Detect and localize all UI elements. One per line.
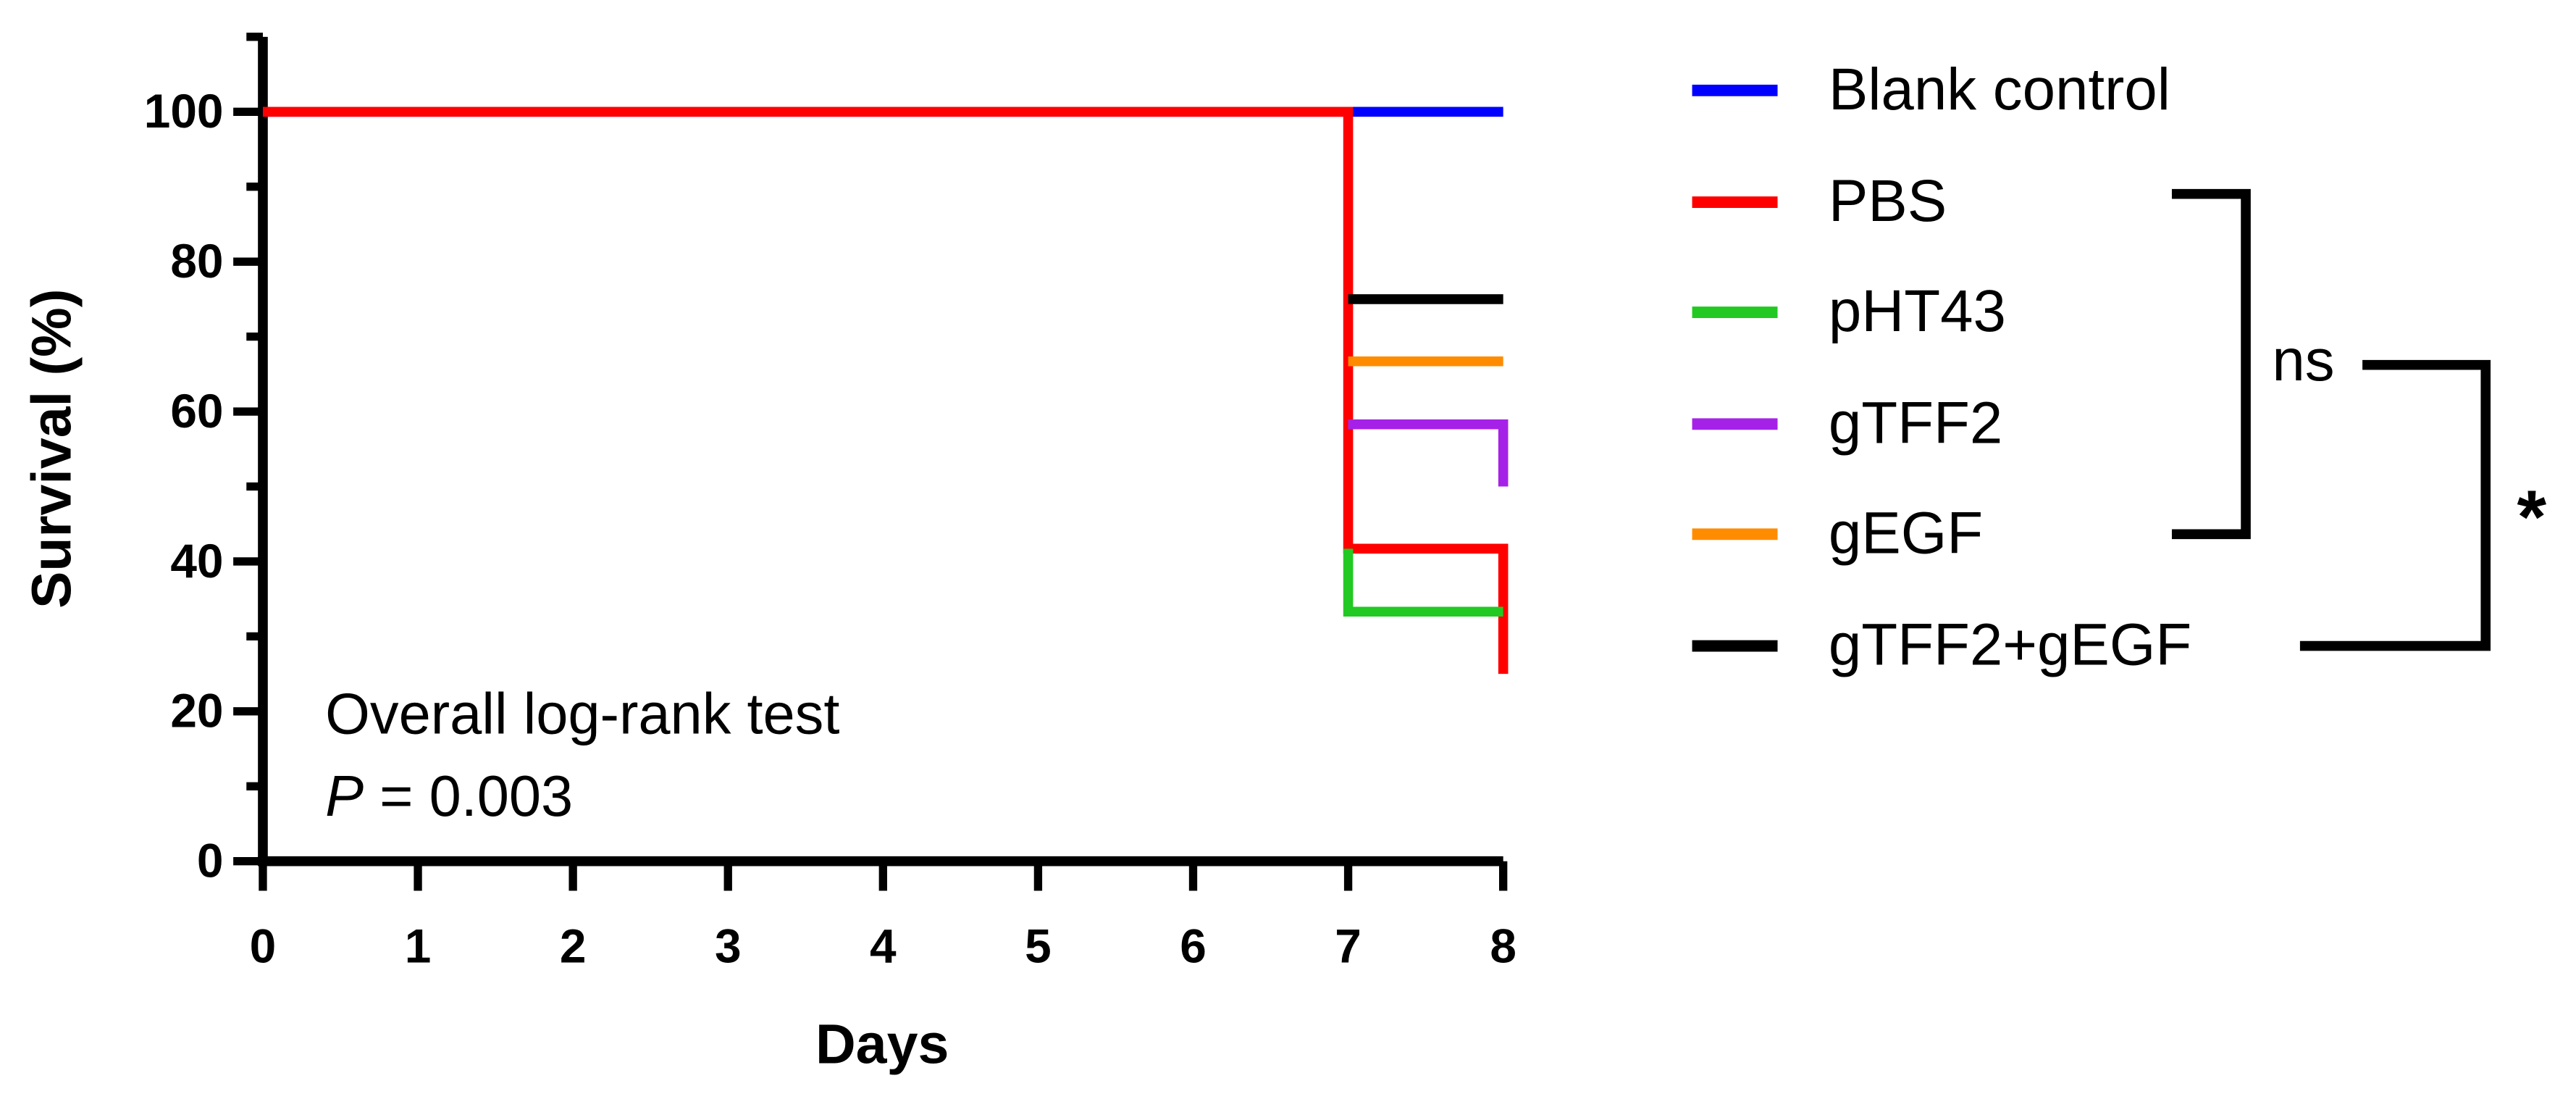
y-tick-label: 80 xyxy=(170,234,223,288)
y-tick-label: 20 xyxy=(170,684,223,738)
y-tick-label: 60 xyxy=(170,384,223,438)
x-tick-label: 4 xyxy=(870,919,897,973)
x-axis-title: Days xyxy=(815,1014,949,1076)
survival-curve xyxy=(1343,548,1503,617)
y-tick-label: 100 xyxy=(144,84,224,138)
bracket-star xyxy=(2299,359,2491,651)
legend-label: gTFF2+gEGF xyxy=(1829,612,2191,678)
p-value: P = 0.003 xyxy=(325,764,573,828)
x-tick-label: 2 xyxy=(560,919,587,973)
legend-label: Blank control xyxy=(1829,57,2170,122)
x-tick-label: 8 xyxy=(1490,919,1516,973)
p-symbol: P xyxy=(325,764,364,828)
y-tick-label: 40 xyxy=(170,534,223,588)
legend-label: gEGF xyxy=(1829,500,1983,566)
x-tick-label: 3 xyxy=(715,919,742,973)
bracket-ns xyxy=(2171,188,2251,540)
p-rest: = 0.003 xyxy=(364,764,573,828)
legend-label: PBS xyxy=(1829,168,1947,234)
y-axis-title: Survival (%) xyxy=(21,289,83,609)
x-tick-label: 1 xyxy=(405,919,432,973)
x-tick-label: 6 xyxy=(1180,919,1207,973)
comparison-star: * xyxy=(2517,475,2546,559)
x-tick-label: 0 xyxy=(250,919,277,973)
survival-curve xyxy=(1348,419,1509,487)
survival-curve xyxy=(262,107,1509,675)
x-tick-label: 7 xyxy=(1335,919,1362,973)
comparison-ns: ns xyxy=(2272,327,2334,393)
annotation: Overall log-rank test xyxy=(325,681,839,746)
x-tick-label: 5 xyxy=(1025,919,1052,973)
legend-label: gTFF2 xyxy=(1829,390,2002,456)
y-tick-label: 0 xyxy=(197,834,224,888)
legend-label: pHT43 xyxy=(1829,278,2006,344)
